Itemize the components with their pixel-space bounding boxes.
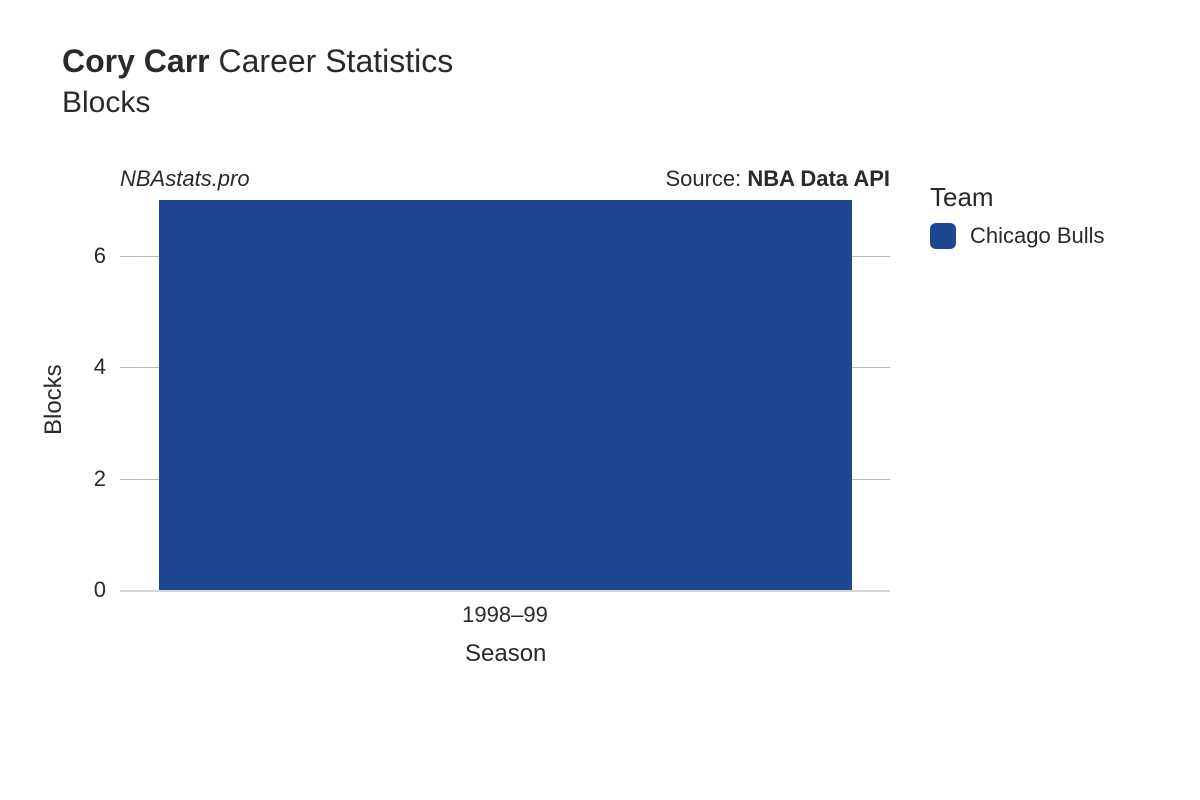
y-tick-label: 4 bbox=[94, 354, 120, 380]
chart-subtitle: Blocks bbox=[62, 86, 453, 120]
x-tick-label: 1998–99 bbox=[462, 590, 548, 628]
legend-swatch bbox=[930, 223, 956, 249]
y-tick-label: 0 bbox=[94, 577, 120, 603]
legend-item: Chicago Bulls bbox=[930, 223, 1105, 249]
credit-source-prefix: Source: bbox=[665, 166, 747, 191]
legend-item-label: Chicago Bulls bbox=[970, 223, 1105, 249]
bar bbox=[159, 200, 852, 590]
y-tick-label: 2 bbox=[94, 466, 120, 492]
y-axis-label: Blocks bbox=[40, 364, 68, 435]
chart-frame: Cory Carr Career Statistics Blocks NBAst… bbox=[0, 0, 1200, 800]
title-player-name: Cory Carr bbox=[62, 43, 210, 79]
title-block: Cory Carr Career Statistics Blocks bbox=[62, 42, 453, 120]
plot-area: 02461998–99 bbox=[120, 200, 890, 590]
credit-site: NBAstats.pro bbox=[120, 166, 250, 192]
legend-title: Team bbox=[930, 182, 1105, 213]
x-axis-label: Season bbox=[465, 640, 546, 668]
legend-items: Chicago Bulls bbox=[930, 223, 1105, 249]
title-suffix: Career Statistics bbox=[219, 43, 454, 79]
credit-source-name: NBA Data API bbox=[747, 166, 890, 191]
y-tick-label: 6 bbox=[94, 243, 120, 269]
chart-title: Cory Carr Career Statistics bbox=[62, 42, 453, 80]
legend: Team Chicago Bulls bbox=[930, 182, 1105, 249]
credit-source: Source: NBA Data API bbox=[630, 166, 890, 192]
